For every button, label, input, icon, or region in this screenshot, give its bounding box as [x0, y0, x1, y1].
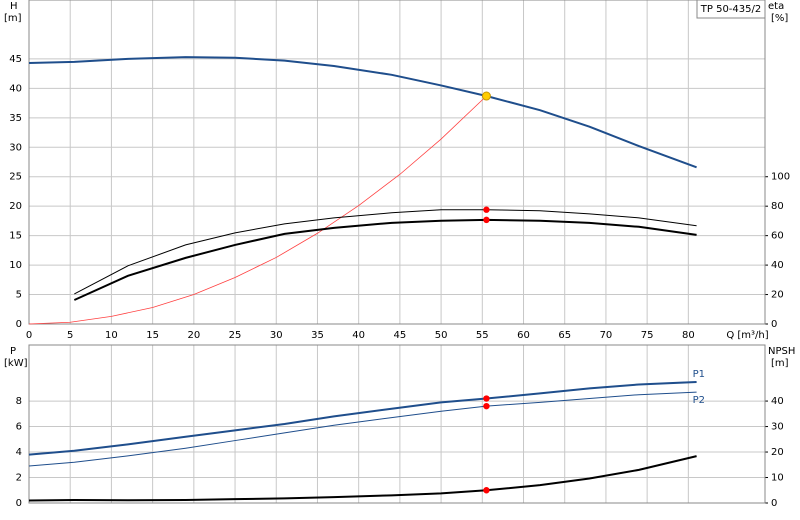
y2-axis-unit: [m]: [771, 358, 789, 369]
y2-tick-label: 80: [771, 201, 784, 212]
y2-tick-label: 20: [771, 447, 784, 458]
y2-tick-label: 0: [771, 319, 777, 330]
y2-axis-unit: [%]: [771, 13, 788, 24]
x-axis-label: Q [m³/h]: [726, 330, 768, 341]
y2-tick-label: 100: [771, 172, 790, 183]
curve: [28, 391, 697, 467]
y-tick-label: 6: [16, 422, 22, 433]
plot-area: [29, 0, 765, 324]
y-tick-label: 10: [9, 260, 22, 271]
y2-tick-label: 60: [771, 231, 784, 242]
plot-frame: [28, 0, 766, 325]
y2-tick-label: 0: [771, 498, 777, 509]
series-label: P2: [693, 395, 705, 406]
x-tick-label: 10: [105, 330, 118, 341]
y2-axis-label: eta: [768, 1, 784, 12]
y2-tick-label: 20: [771, 290, 784, 301]
y-axis-label: H: [10, 1, 18, 12]
x-tick-label: 65: [558, 330, 571, 341]
curve: [74, 209, 697, 295]
y-tick-label: 15: [9, 231, 22, 242]
x-tick-label: 55: [476, 330, 489, 341]
y2-tick-label: 30: [771, 422, 784, 433]
y-tick-label: 45: [9, 54, 22, 65]
curve: [73, 218, 697, 301]
x-tick-label: 35: [311, 330, 324, 341]
duty-point: [483, 216, 490, 224]
x-tick-label: 45: [394, 330, 407, 341]
plot-frame: [28, 344, 766, 504]
y-axis-label: P: [10, 346, 16, 357]
y-tick-label: 2: [16, 473, 22, 484]
y2-tick-label: 10: [771, 473, 784, 484]
duty-point: [483, 487, 490, 494]
y-tick-label: 25: [9, 172, 22, 183]
y2-tick-label: 40: [771, 396, 784, 407]
y-tick-label: 40: [9, 83, 22, 94]
y-axis-unit: [m]: [4, 13, 22, 24]
y-axis-unit: [kW]: [4, 358, 28, 369]
duty-point: [481, 91, 491, 101]
x-tick-label: 20: [187, 330, 200, 341]
x-tick-label: 15: [146, 330, 159, 341]
y-tick-label: 5: [16, 290, 22, 301]
series-label: P1: [693, 369, 705, 380]
x-tick-label: 40: [352, 330, 365, 341]
x-tick-label: 30: [270, 330, 283, 341]
y-tick-label: 35: [9, 113, 22, 124]
x-tick-label: 75: [641, 330, 654, 341]
x-tick-label: 80: [682, 330, 695, 341]
curve: [28, 95, 487, 325]
curve: [28, 455, 697, 502]
x-tick-label: 5: [67, 330, 73, 341]
x-tick-label: 25: [229, 330, 242, 341]
x-tick-label: 50: [435, 330, 448, 341]
y-tick-label: 30: [9, 142, 22, 153]
chart-title: TP 50-435/2: [700, 4, 761, 15]
x-tick-label: 60: [517, 330, 530, 341]
y-tick-label: 0: [16, 319, 22, 330]
curve: [28, 56, 697, 169]
y-tick-label: 20: [9, 201, 22, 212]
title-box: [696, 0, 766, 19]
curve: [28, 380, 697, 456]
x-tick-label: 0: [26, 330, 32, 341]
y-tick-label: 4: [16, 447, 22, 458]
duty-point: [483, 402, 490, 410]
plot-area: [29, 345, 765, 503]
y2-tick-label: 40: [771, 260, 784, 271]
duty-point: [483, 395, 490, 402]
y2-axis-label: NPSH: [768, 346, 795, 357]
duty-point: [483, 206, 490, 213]
y-tick-label: 0: [16, 498, 22, 509]
x-tick-label: 70: [600, 330, 613, 341]
y-tick-label: 8: [16, 396, 22, 407]
